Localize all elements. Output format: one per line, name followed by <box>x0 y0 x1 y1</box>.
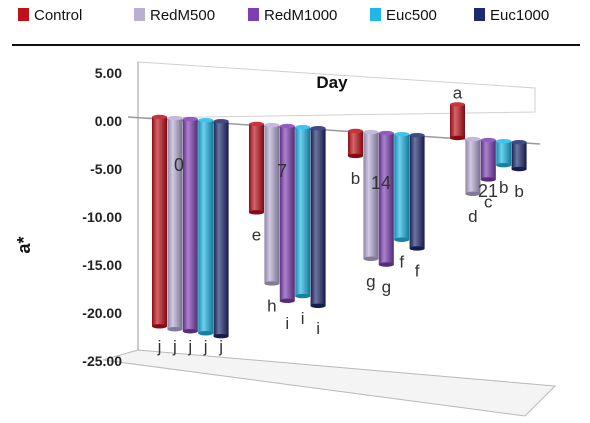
legend-item-control: Control <box>18 7 82 24</box>
significance-letter: d <box>468 207 477 226</box>
bar-redm500-day-14 <box>363 129 379 261</box>
significance-letter: g <box>382 278 391 297</box>
legend: Control RedM500 RedM1000 Euc500 Euc1000 <box>18 7 549 24</box>
category-label-day-0: 0 <box>174 155 184 175</box>
significance-letter: i <box>316 319 320 338</box>
y-tick-label: -20.00 <box>82 305 122 321</box>
y-tick-label: 5.00 <box>95 65 122 81</box>
bar-euc1000-day-0 <box>213 118 229 339</box>
legend-label-redm500: RedM500 <box>150 7 215 24</box>
bar-redm1000-day-7 <box>279 123 295 304</box>
legend-label-euc500: Euc500 <box>386 7 437 24</box>
significance-letter: e <box>252 225 261 244</box>
significance-letter: j <box>187 337 192 356</box>
significance-letter: b <box>514 182 523 201</box>
bar-control-day-0 <box>152 114 167 329</box>
y-tick-label: 0.00 <box>95 113 122 129</box>
significance-letter: g <box>366 272 375 291</box>
category-label-day-21: 21 <box>478 181 498 201</box>
significance-letter: i <box>301 309 305 328</box>
significance-letter: j <box>157 337 162 356</box>
legend-swatch-redm1000 <box>248 8 259 21</box>
significance-letter: i <box>285 314 289 333</box>
bar-euc1000-day-14 <box>409 132 425 251</box>
bar-euc1000-day-7 <box>310 125 326 308</box>
legend-item-euc500: Euc500 <box>370 7 437 24</box>
legend-swatch-euc1000 <box>474 8 485 21</box>
legend-item-redm1000: RedM1000 <box>248 7 337 24</box>
legend-swatch-control <box>18 8 29 21</box>
category-label-day-7: 7 <box>277 161 287 181</box>
bar-redm500-day-21 <box>465 136 481 196</box>
bar-euc500-day-0 <box>198 117 214 336</box>
significance-letter: f <box>399 253 404 272</box>
significance-letter: j <box>218 337 223 356</box>
significance-letter: h <box>267 296 276 315</box>
bar-redm1000-day-21 <box>480 137 496 182</box>
legend-label-control: Control <box>34 7 82 24</box>
significance-letter: j <box>172 337 177 356</box>
significance-letter: c <box>484 192 493 211</box>
bar-euc500-day-21 <box>496 138 512 168</box>
legend-item-euc1000: Euc1000 <box>474 7 549 24</box>
bar-euc1000-day-21 <box>511 139 527 172</box>
floor <box>102 349 557 417</box>
y-tick-label: -5.00 <box>90 161 122 177</box>
bar-redm500-day-7 <box>264 122 280 286</box>
bar-euc500-day-7 <box>295 124 311 299</box>
y-tick-label: -25.00 <box>82 353 122 369</box>
bar-redm1000-day-14 <box>378 130 394 267</box>
significance-letter: a <box>453 83 463 102</box>
bar-control-day-14 <box>348 128 363 159</box>
y-tick-label: -10.00 <box>82 209 122 225</box>
y-axis: 5.00 0.00 -5.00 -10.00 -15.00 -20.00 -25… <box>82 65 122 369</box>
legend-item-redm500: RedM500 <box>134 7 215 24</box>
x-axis-label: Day <box>316 73 348 92</box>
legend-label-redm1000: RedM1000 <box>264 7 337 24</box>
bars <box>152 102 527 339</box>
bar-control-day-7 <box>249 121 264 215</box>
category-label-day-14: 14 <box>371 173 391 193</box>
y-axis-label: a* <box>14 236 34 253</box>
legend-swatch-redm500 <box>134 8 145 21</box>
y-tick-label: -15.00 <box>82 257 122 273</box>
bar-redm1000-day-0 <box>182 116 198 334</box>
significance-letter: b <box>351 169 360 188</box>
significance-letter: j <box>203 337 208 356</box>
bar-euc500-day-14 <box>394 131 410 242</box>
legend-swatch-euc500 <box>370 8 381 21</box>
legend-label-euc1000: Euc1000 <box>490 7 549 24</box>
significance-letter: f <box>415 261 420 280</box>
bar-control-day-21 <box>450 102 465 141</box>
significance-letter: b <box>499 178 508 197</box>
bar-redm500-day-0 <box>167 115 183 332</box>
